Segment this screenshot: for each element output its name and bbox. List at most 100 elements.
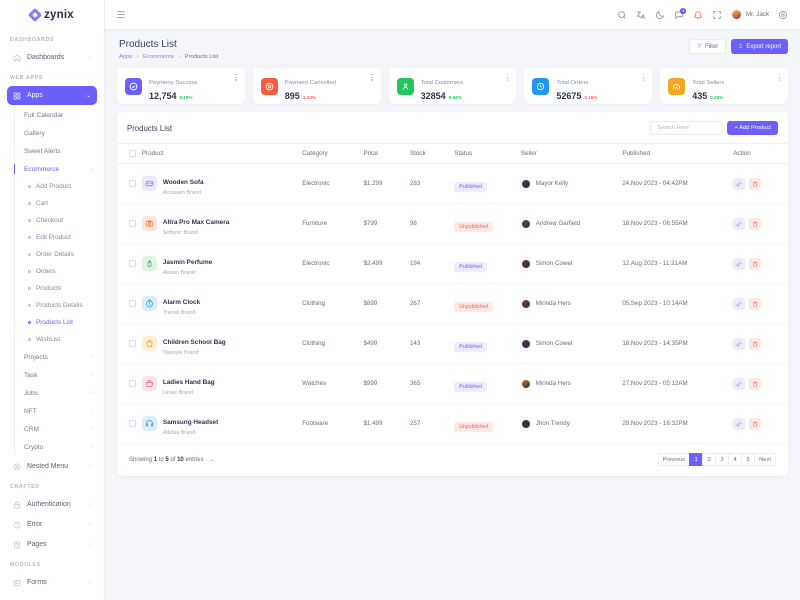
sidebar-item-checkout[interactable]: Checkout	[24, 212, 104, 229]
edit-icon[interactable]	[733, 257, 746, 270]
pagination-page-4[interactable]: 4	[728, 453, 742, 466]
edit-icon[interactable]	[733, 297, 746, 310]
sidebar-item-add-product[interactable]: Add Product	[24, 178, 104, 195]
select-all-checkbox[interactable]	[129, 150, 136, 157]
table-row[interactable]: Alarm Clock Trends Brand Clothing $899 267 Un…	[117, 283, 788, 324]
sidebar-item-full-calendar[interactable]: Full Calendar	[14, 106, 104, 124]
sidebar-item-label: Products List	[36, 319, 73, 326]
delete-icon[interactable]	[749, 297, 762, 310]
stat-card-menu-icon[interactable]	[507, 74, 509, 81]
delete-icon[interactable]	[749, 377, 762, 390]
delete-icon[interactable]	[749, 177, 762, 190]
sidebar-item-nft[interactable]: NFT ›	[14, 402, 104, 420]
row-checkbox[interactable]	[129, 340, 136, 347]
column-stock[interactable]: Stock	[409, 143, 455, 164]
search-input[interactable]	[650, 121, 723, 135]
column-product[interactable]: Product	[141, 143, 303, 164]
export-report-button[interactable]: Export report	[731, 39, 788, 54]
pagination-page-3[interactable]: 3	[715, 453, 729, 466]
table-row[interactable]: Jasmin Perfume Assian Brand Electronic $2,4…	[117, 243, 788, 284]
row-checkbox[interactable]	[129, 420, 136, 427]
sidebar-item-order-details[interactable]: Order Details	[24, 246, 104, 263]
edit-icon[interactable]	[733, 417, 746, 430]
sidebar-item-forms[interactable]: Forms ›	[7, 573, 97, 592]
arrow-right-icon[interactable]: →	[208, 456, 215, 463]
stat-card-menu-icon[interactable]	[642, 74, 645, 81]
sidebar-item-pages[interactable]: Pages ›	[7, 535, 97, 554]
sidebar-item-task[interactable]: Task ›	[14, 366, 104, 384]
message-icon[interactable]: 3	[674, 8, 686, 20]
table-row[interactable]: Altra Pro Max Camera Softynic Brand Furnit…	[117, 203, 788, 244]
stat-card-menu-icon[interactable]	[778, 74, 780, 81]
breadcrumb-apps[interactable]: Apps	[119, 54, 133, 60]
stat-card-total-sellers[interactable]: Total Sellers 435 0.29%	[660, 68, 788, 104]
pagination-next[interactable]: Next	[754, 453, 776, 466]
sidebar-item-authentication[interactable]: Authentication ›	[7, 495, 97, 514]
edit-icon[interactable]	[733, 177, 746, 190]
user-menu[interactable]: Mr. Jack	[730, 9, 769, 20]
stat-card-menu-icon[interactable]	[371, 74, 373, 81]
sidebar-item-jobs[interactable]: Jobs ›	[14, 384, 104, 402]
pagination-page-5[interactable]: 5	[741, 453, 755, 466]
row-checkbox[interactable]	[129, 300, 136, 307]
add-product-button[interactable]: + Add Product	[727, 121, 778, 135]
edit-icon[interactable]	[733, 337, 746, 350]
sidebar-item-products-details[interactable]: Products Details	[24, 297, 104, 314]
sidebar-item-gallery[interactable]: Gallery	[14, 124, 104, 142]
sidebar-item-error[interactable]: Error ›	[7, 515, 97, 534]
delete-icon[interactable]	[749, 417, 762, 430]
gear-icon[interactable]	[778, 10, 788, 20]
menu-toggle-icon[interactable]	[117, 11, 125, 18]
column-seller[interactable]: Seller	[520, 143, 623, 164]
sidebar-item-crypto[interactable]: Crypto ›	[14, 438, 104, 456]
stat-card-menu-icon[interactable]	[235, 74, 237, 81]
sidebar-item-crm[interactable]: CRM ›	[14, 420, 104, 438]
sidebar-item-cart[interactable]: Cart	[24, 195, 104, 212]
bell-icon[interactable]	[693, 10, 703, 20]
bullet-icon	[28, 253, 31, 256]
stat-card-total-customers[interactable]: Total Customers 32854 0.54%	[388, 68, 517, 104]
delete-icon[interactable]	[749, 257, 762, 270]
search-icon[interactable]	[617, 10, 627, 20]
column-category[interactable]: Category	[302, 143, 364, 164]
table-row[interactable]: Samsung Headset Adidas Brand Footware $1,49…	[117, 403, 788, 444]
column-price[interactable]: Price	[363, 143, 410, 164]
sidebar-item-ecommerce[interactable]: Ecommerce ⌄	[13, 160, 104, 178]
table-row[interactable]: Children School Bag Topstyle Brand Clothin…	[117, 323, 788, 364]
pagination-previous[interactable]: Previous	[657, 453, 690, 466]
row-checkbox[interactable]	[129, 220, 136, 227]
stat-card-payment-success[interactable]: Paymeny Success 12,754 0.19%	[117, 68, 245, 104]
table-row[interactable]: Wooden Sofa Accusam Brand Electronic $1,299…	[117, 163, 788, 204]
table-row[interactable]: Ladies Hand Bag Licker Brand Watches $999 36…	[117, 363, 788, 404]
filter-button[interactable]: Filter	[688, 39, 727, 54]
moon-icon[interactable]	[655, 10, 665, 20]
app-logo[interactable]: zynix	[0, 0, 104, 30]
sidebar-item-products-list[interactable]: Products List	[24, 314, 104, 331]
column-published[interactable]: Published	[622, 143, 734, 164]
sidebar-item-apps[interactable]: Apps ⌄	[7, 86, 97, 105]
pagination-page-1[interactable]: 1	[689, 453, 703, 466]
stat-card-total-orders[interactable]: Total Orders 52675 0.16%	[524, 68, 653, 104]
breadcrumb-separator: »	[136, 54, 139, 60]
row-checkbox[interactable]	[129, 260, 136, 267]
stat-card-payment-cancelled[interactable]: Payment Cancelled 895 1.23%	[252, 68, 381, 104]
sidebar-item-dashboards[interactable]: Dashboards ›	[7, 48, 97, 67]
edit-icon[interactable]	[733, 377, 746, 390]
sidebar-item-projects[interactable]: Projects ›	[14, 348, 104, 366]
sidebar-item-nested-menu[interactable]: Nested Menu ›	[7, 457, 97, 476]
breadcrumb-ecommerce[interactable]: Ecommerce	[143, 54, 174, 60]
fullscreen-icon[interactable]	[712, 10, 722, 20]
pagination-page-2[interactable]: 2	[702, 453, 716, 466]
sidebar-item-edit-product[interactable]: Edit Product	[24, 229, 104, 246]
sidebar-item-orders[interactable]: Orders	[24, 263, 104, 280]
column-status[interactable]: Status	[454, 143, 521, 164]
row-checkbox[interactable]	[129, 180, 136, 187]
sidebar-item-sweet-alerts[interactable]: Sweet Alerts	[14, 142, 104, 160]
delete-icon[interactable]	[749, 337, 762, 350]
sidebar-item-wishlist[interactable]: WishList	[24, 331, 104, 348]
edit-icon[interactable]	[733, 217, 746, 230]
row-checkbox[interactable]	[129, 380, 136, 387]
translate-icon[interactable]	[636, 10, 646, 20]
sidebar-item-products[interactable]: Products	[24, 280, 104, 297]
delete-icon[interactable]	[749, 217, 762, 230]
